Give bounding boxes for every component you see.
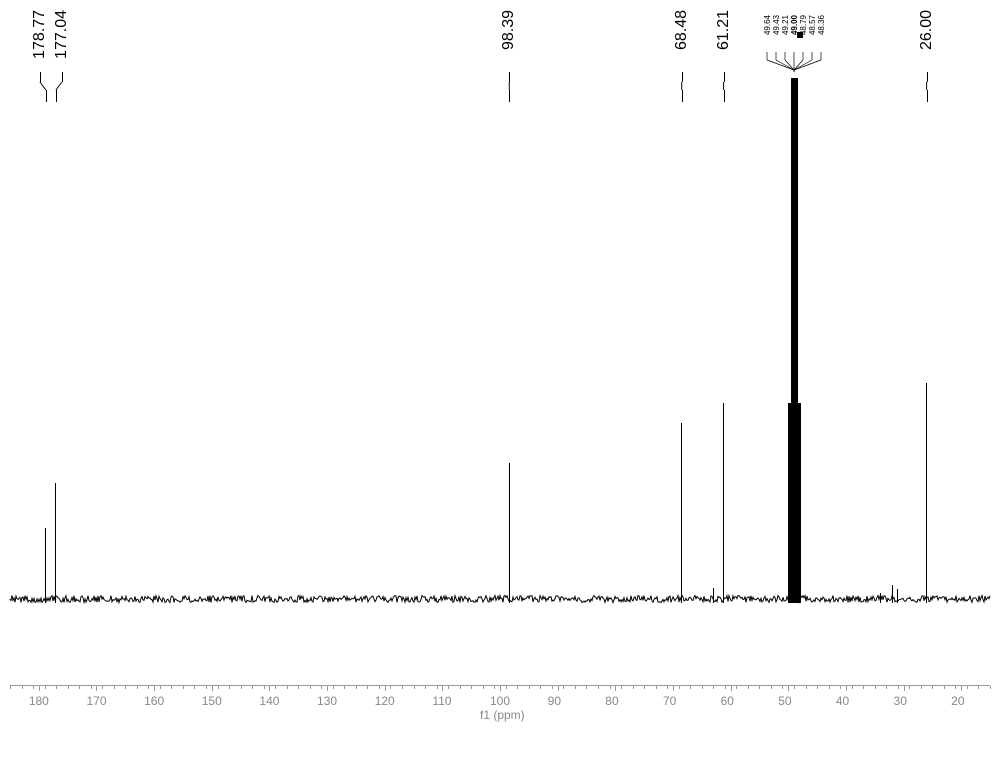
peak-value-label-small: 49.43 xyxy=(772,15,781,35)
spectral-peak xyxy=(55,483,56,603)
axis-tick-label: 40 xyxy=(836,694,849,708)
axis-tick-label: 140 xyxy=(259,694,279,708)
peak-value-label: 61.21 xyxy=(715,10,733,50)
axis-tick-label: 80 xyxy=(605,694,618,708)
spectral-peak xyxy=(723,403,724,603)
axis-tick-label: 30 xyxy=(894,694,907,708)
axis-tick-label: 180 xyxy=(29,694,49,708)
spectral-peak xyxy=(509,463,510,603)
peak-value-label: 178.77 xyxy=(31,10,49,59)
spectral-peak xyxy=(681,423,682,603)
axis-tick-label: 170 xyxy=(86,694,106,708)
peak-value-label-small: 49.64 xyxy=(763,15,772,35)
peak-value-label-small: 48.57 xyxy=(808,15,817,35)
peak-value-label-small: 48.36 xyxy=(817,15,826,35)
spectral-peak xyxy=(926,383,927,603)
spectral-peak xyxy=(713,588,714,603)
peak-value-label: 177.04 xyxy=(53,10,71,59)
peak-value-label: 98.39 xyxy=(500,10,518,50)
axis-tick-label: 60 xyxy=(721,694,734,708)
plot-area: 178.77177.0498.3968.4861.2126.0049.6449.… xyxy=(0,0,1000,775)
spectral-peak xyxy=(788,403,801,603)
spectral-peak xyxy=(892,585,893,603)
x-axis: f1 (ppm) 180 170 160 150 140 130 120 110 100 90 80… xyxy=(10,685,990,746)
axis-tick-label: 160 xyxy=(144,694,164,708)
axis-tick-label: 70 xyxy=(663,694,676,708)
spectral-peak xyxy=(880,593,881,603)
axis-tick-label: 90 xyxy=(548,694,561,708)
spectral-peak xyxy=(45,528,46,603)
axis-tick-label: 120 xyxy=(375,694,395,708)
axis-tick-label: 110 xyxy=(432,694,451,708)
axis-tick-label: 150 xyxy=(202,694,222,708)
nmr-spectrum-chart: 178.77177.0498.3968.4861.2126.0049.6449.… xyxy=(0,0,1000,775)
peak-value-label: 26.00 xyxy=(918,10,936,50)
axis-tick-label: 20 xyxy=(951,694,964,708)
axis-tick-label: 50 xyxy=(778,694,791,708)
axis-tick-label: 100 xyxy=(490,694,510,708)
axis-tick-label: 130 xyxy=(317,694,337,708)
peak-value-label: 68.48 xyxy=(673,10,691,50)
axis-title: f1 (ppm) xyxy=(480,708,525,722)
spectral-peak xyxy=(897,589,898,603)
peak-value-label-small: 49.21 xyxy=(781,15,790,35)
